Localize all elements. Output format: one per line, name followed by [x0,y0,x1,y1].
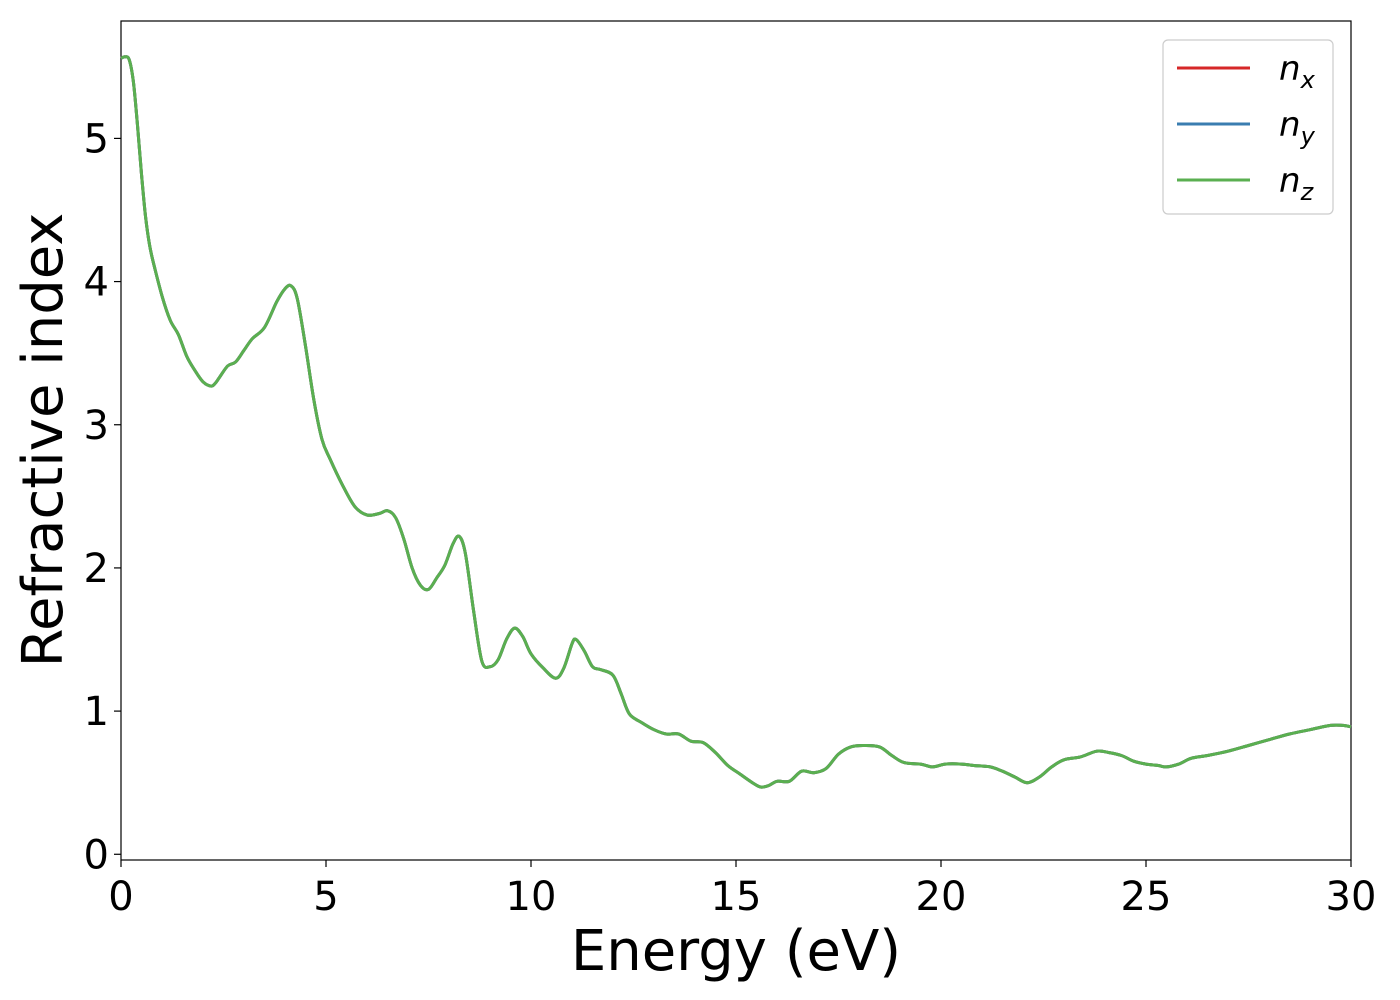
legend-label-base: n [1279,161,1301,201]
legend-label-subscript: x [1300,66,1316,94]
x-tick-label: 25 [1121,874,1172,920]
x-axis: 0 5 10 15 20 25 30 [108,860,1376,920]
y-tick-label: 4 [84,260,109,306]
legend-label-base: n [1279,49,1301,89]
plot-area [120,20,1352,861]
x-axis-title: Energy (eV) [571,919,901,984]
y-tick-label: 1 [84,689,109,735]
legend-label-subscript: z [1300,178,1315,206]
plot-frame [120,20,1352,861]
x-tick-label: 10 [506,874,557,920]
x-tick-label: 15 [711,874,762,920]
legend-label-z: nz [1279,161,1315,206]
x-tick-label: 30 [1326,874,1377,920]
legend-box [1162,39,1334,215]
series-line-z [120,55,1352,789]
y-tick-label: 0 [84,832,109,878]
y-axis: 0 1 2 3 4 5 [84,116,121,878]
x-tick-label: 0 [108,874,133,920]
x-tick-label: 5 [313,874,338,920]
legend-label-y: ny [1279,105,1316,150]
y-tick-label: 3 [84,403,109,449]
y-tick-label: 5 [84,116,109,162]
legend-label-x: nx [1279,49,1316,94]
legend-label-base: n [1279,105,1301,145]
x-tick-label: 20 [916,874,967,920]
y-tick-label: 2 [84,546,109,592]
legend-label-subscript: y [1300,122,1316,150]
series-layer [120,55,1352,789]
y-axis-title: Refractive index [11,213,76,668]
